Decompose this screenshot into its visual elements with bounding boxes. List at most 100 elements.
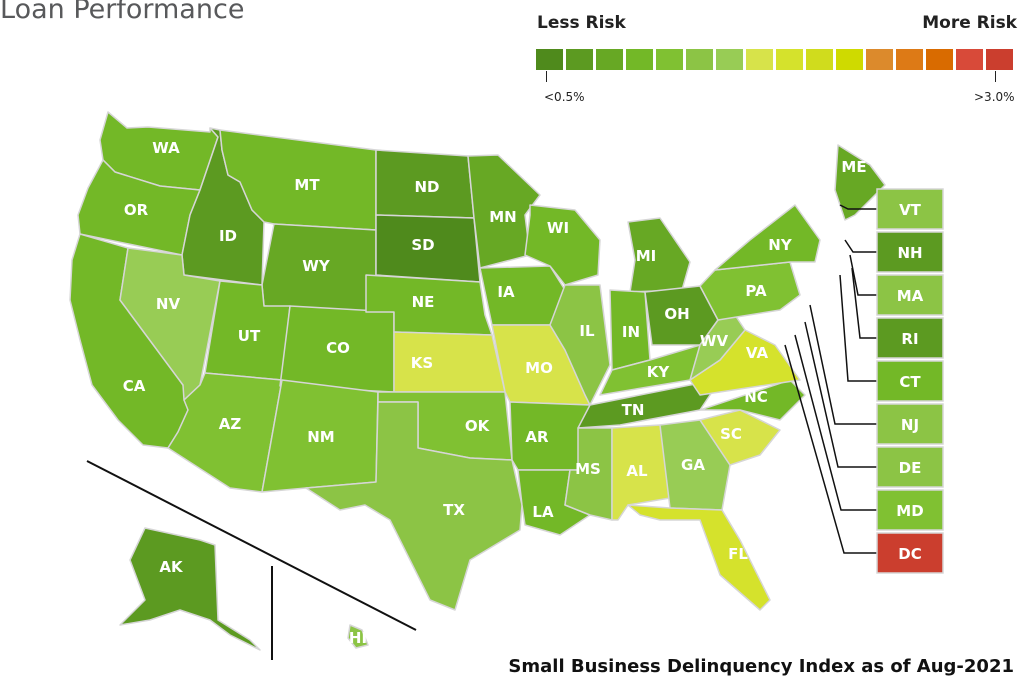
legend-min-tick (546, 71, 547, 82)
state-box-ri[interactable] (876, 317, 944, 359)
legend-swatch (656, 49, 683, 70)
state-label-ks: KS (411, 354, 433, 372)
state-label-ms: MS (575, 460, 601, 478)
legend-swatch (986, 49, 1013, 70)
state-label-nd: ND (414, 178, 439, 196)
state-label-ok: OK (465, 417, 491, 435)
legend-swatch (866, 49, 893, 70)
state-label-in: IN (622, 323, 640, 341)
state-label-hi: HI (349, 629, 367, 647)
state-label-or: OR (124, 201, 149, 219)
state-label-ga: GA (681, 456, 705, 474)
state-label-tx: TX (443, 501, 465, 519)
legend-less-risk-label: Less Risk (537, 13, 626, 33)
state-label-wa: WA (152, 139, 180, 157)
state-box-label-md: MD (896, 502, 923, 520)
legend-swatch (566, 49, 593, 70)
state-label-pa: PA (745, 282, 767, 300)
state-box-label-ct: CT (899, 373, 921, 391)
legend-swatch (596, 49, 623, 70)
legend-swatch (806, 49, 833, 70)
state-box-de[interactable] (876, 446, 944, 488)
state-label-sc: SC (720, 425, 742, 443)
state-label-ne: NE (412, 293, 435, 311)
legend-swatch (716, 49, 743, 70)
leader-line-md (794, 334, 877, 511)
state-label-ca: CA (123, 377, 146, 395)
legend-color-scale (536, 49, 1013, 70)
state-tx[interactable] (305, 401, 523, 611)
state-label-mo: MO (525, 359, 553, 377)
map-footer-caption: Small Business Delinquency Index as of A… (508, 656, 1014, 677)
legend-swatch (626, 49, 653, 70)
state-label-ut: UT (238, 327, 261, 345)
state-label-ny: NY (768, 236, 793, 254)
leader-line-ri (851, 267, 877, 339)
state-box-dc[interactable] (876, 532, 944, 574)
state-label-il: IL (579, 322, 595, 340)
state-box-nj[interactable] (876, 403, 944, 445)
state-box-md[interactable] (876, 489, 944, 531)
state-label-tn: TN (622, 401, 645, 419)
state-label-ky: KY (647, 363, 671, 381)
state-label-ak: AK (159, 558, 184, 576)
legend-swatch (956, 49, 983, 70)
state-box-label-dc: DC (898, 545, 921, 563)
state-box-label-nj: NJ (901, 416, 919, 434)
legend-swatch (746, 49, 773, 70)
legend-swatch (896, 49, 923, 70)
legend-min-label: <0.5% (544, 90, 585, 104)
legend-swatch (776, 49, 803, 70)
state-box-nh[interactable] (876, 231, 944, 273)
leader-line-de (804, 321, 877, 468)
state-label-nv: NV (156, 295, 181, 313)
state-label-wi: WI (547, 219, 569, 237)
state-nc[interactable] (699, 379, 806, 421)
state-ia[interactable] (479, 265, 566, 326)
state-ak[interactable] (119, 527, 261, 651)
state-label-az: AZ (219, 415, 242, 433)
legend-swatch (536, 49, 563, 70)
state-box-label-ma: MA (897, 287, 924, 305)
state-label-nm: NM (307, 428, 334, 446)
state-box-label-vt: VT (899, 201, 922, 219)
state-label-me: ME (841, 158, 866, 176)
state-hi[interactable] (347, 624, 369, 649)
inset-divider-line (86, 460, 417, 631)
state-ga[interactable] (659, 419, 731, 511)
state-label-mi: MI (636, 247, 657, 265)
state-box-label-ri: RI (901, 330, 918, 348)
state-box-ct[interactable] (876, 360, 944, 402)
state-label-la: LA (532, 503, 554, 521)
state-box-label-nh: NH (897, 244, 922, 262)
leader-line-ct (839, 274, 877, 382)
state-sc[interactable] (699, 409, 781, 466)
state-label-ia: IA (497, 283, 515, 301)
legend-swatch (926, 49, 953, 70)
legend-max-label: >3.0% (974, 90, 1015, 104)
state-label-mn: MN (489, 208, 516, 226)
state-label-al: AL (626, 462, 648, 480)
leader-line-dc (784, 344, 877, 554)
legend-more-risk-label: More Risk (922, 13, 1017, 33)
legend-max-tick (995, 71, 996, 82)
state-label-sd: SD (411, 236, 434, 254)
state-label-co: CO (326, 339, 350, 357)
page-title: Loan Performance (0, 0, 245, 25)
legend-swatch (836, 49, 863, 70)
state-box-label-de: DE (899, 459, 922, 477)
state-me[interactable] (834, 144, 886, 221)
state-fl[interactable] (627, 504, 771, 611)
state-label-wy: WY (302, 257, 331, 275)
state-label-mt: MT (294, 176, 320, 194)
state-il[interactable] (549, 284, 611, 406)
state-box-vt[interactable] (876, 188, 944, 230)
state-box-ma[interactable] (876, 274, 944, 316)
state-label-nc: NC (744, 388, 768, 406)
state-label-ar: AR (525, 428, 549, 446)
state-label-fl: FL (728, 545, 748, 563)
state-label-wv: WV (700, 332, 729, 350)
state-label-oh: OH (664, 305, 689, 323)
state-ny[interactable] (714, 204, 821, 271)
